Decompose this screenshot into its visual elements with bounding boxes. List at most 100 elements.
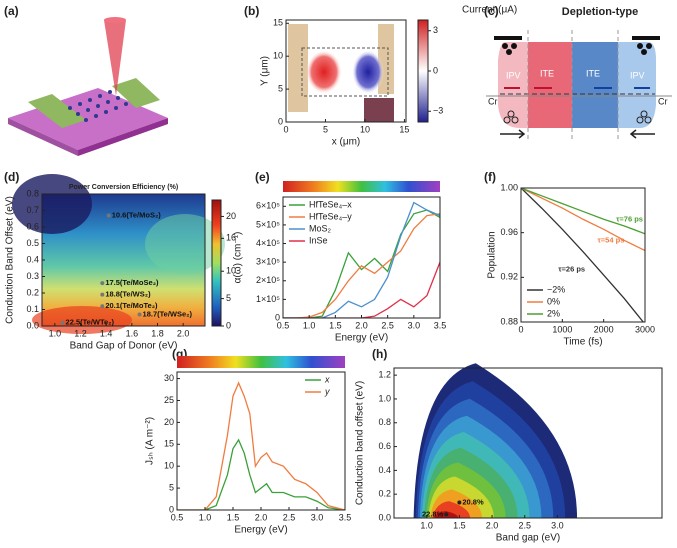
- x-axis-label: Band Gap of Donor (eV): [70, 341, 178, 352]
- legend-label: HfTeSe₄–y: [309, 211, 352, 221]
- series-line: [521, 188, 645, 252]
- y-tick-label: 0: [278, 116, 283, 126]
- x-axis-label: Time (fs): [563, 337, 602, 348]
- current-blob: [306, 50, 342, 94]
- series-line: [177, 381, 345, 510]
- annotation-point: [457, 500, 462, 505]
- y-tick-label: 0.4: [26, 254, 39, 264]
- heatmap-region: [32, 306, 132, 334]
- electrode-label: Cr: [488, 96, 498, 106]
- y-tick-label: 10: [273, 51, 283, 61]
- panel: (f) 0 1000 2000 3000 0.88 0.92 0.96 1.00 Time (fs…: [484, 170, 655, 347]
- y-tick-label: 10: [164, 461, 174, 471]
- colorbar-tick-label: 0: [226, 320, 231, 330]
- panel-label: (b): [244, 4, 259, 18]
- atoms: [68, 90, 128, 122]
- band-diagram: (c) Depletion-type Cr Cr IPV ITE ITE IPV: [484, 4, 672, 140]
- contacts: [494, 36, 660, 55]
- inset-image: [364, 98, 394, 122]
- y-tick-label: 1.0: [378, 393, 391, 403]
- current-blob: [352, 50, 384, 94]
- y-tick-label: 0.7: [26, 205, 39, 215]
- electrode: [112, 78, 160, 108]
- legend-label: −2%: [547, 284, 565, 294]
- scan-area: [301, 47, 389, 97]
- y-tick-label: 0.3: [26, 271, 39, 281]
- panel: (g)0.5 1.0 1.5 2.0 2.5 3.0 3.5051015202530Ener…: [145, 347, 352, 535]
- electrode-label: Cr: [658, 96, 668, 106]
- y-tick-label: 4×10⁵: [256, 238, 280, 248]
- plot-frame: [393, 367, 663, 519]
- y-axis-label: Population: [487, 231, 498, 278]
- colorbar: [417, 19, 429, 123]
- colorbar-tick-label: 20: [226, 211, 236, 221]
- panel: (h) 1.0 1.5 2.0 2.5 3.0 0.0 0.2 0.4 0.6 0.8 1.0 1.2 B…: [355, 347, 663, 544]
- substrate: [8, 88, 168, 150]
- y-tick-label: 0.88: [500, 316, 518, 326]
- y-axis-label: Conduction Band Offset (eV): [5, 196, 16, 324]
- y-tick-label: 5×10⁵: [256, 219, 280, 229]
- legend-label: x: [324, 374, 330, 384]
- annotation: 18.7(Te/WSe₂): [143, 309, 193, 318]
- y-tick-label: 0: [169, 504, 174, 514]
- y-tick-label: 2×10⁵: [256, 275, 280, 285]
- y-axis-label: Conduction band offset (eV): [355, 381, 366, 505]
- y-tick-label: 0.1: [26, 304, 39, 314]
- annotation-point: [137, 312, 142, 317]
- annotation-point: [106, 213, 111, 218]
- x-tick-label: 15: [399, 124, 409, 134]
- panel-label: (h): [372, 347, 387, 361]
- panel-label: (a): [4, 4, 19, 18]
- legend-label: MoS₂: [309, 223, 332, 233]
- x-tick-label: 1.4: [100, 328, 113, 338]
- colorbar-tick-label: 3: [433, 25, 438, 35]
- spectrum-bar: [283, 181, 440, 192]
- y-axis-label: Y (μm): [260, 56, 271, 86]
- annotation: 22.5(Te/WTe₂): [66, 318, 115, 327]
- annotation: τ=54 ps: [597, 235, 624, 244]
- substrate-side: [8, 118, 78, 156]
- x-tick-label: 2000: [594, 324, 614, 334]
- current-label: ITE: [586, 68, 600, 78]
- x-tick-label: 1.8: [151, 328, 164, 338]
- y-tick-label: 0.8: [26, 188, 39, 198]
- annotation: 10.6(Te/MoS₂): [112, 210, 162, 219]
- series-line: [283, 261, 440, 318]
- x-tick-label: 2.5: [518, 520, 531, 530]
- x-tick-label: 2.0: [255, 512, 268, 522]
- current-label: IPV: [506, 70, 521, 80]
- colorbar-tick-label: 0: [433, 65, 438, 75]
- y-tick-label: 0.6: [26, 221, 39, 231]
- x-tick-label: 3.0: [408, 320, 421, 330]
- y-tick-label: 3×10⁵: [256, 257, 280, 267]
- region-te-left: [528, 42, 572, 128]
- x-tick-label: 2.5: [381, 320, 394, 330]
- x-axis-label: Energy (eV): [234, 525, 287, 536]
- x-tick-label: 3.0: [311, 512, 324, 522]
- y-tick-label: 0.5: [26, 238, 39, 248]
- region-pv-right: [618, 42, 656, 128]
- electrode: [288, 24, 308, 112]
- x-tick-label: 1000: [552, 324, 572, 334]
- series-line: [283, 213, 440, 318]
- colorbar-tick-label: −3: [433, 106, 443, 116]
- y-tick-label: 0.92: [500, 272, 518, 282]
- x-axis-label: Energy (eV): [335, 333, 388, 344]
- heatmap-region: [12, 174, 92, 234]
- series-line: [521, 188, 645, 235]
- annotation-point: [100, 292, 105, 297]
- annotation-point: [100, 304, 105, 309]
- electrode: [28, 94, 86, 128]
- series-line: [283, 209, 440, 318]
- y-tick-label: 0: [275, 312, 280, 322]
- y-tick-label: 1×10⁵: [256, 294, 280, 304]
- y-axis-label: α(ω) (cm⁻¹): [233, 232, 244, 284]
- x-tick-label: 0: [518, 324, 523, 334]
- current-label: IPV: [630, 70, 645, 80]
- laser-cone: [104, 20, 126, 96]
- legend-label: InSe: [309, 235, 328, 245]
- panel: (b) 0 5 10 15 0 5 10 15 x (μm) Y (μm) 3 0 −3 Current (…: [244, 4, 517, 147]
- y-tick-label: 1.00: [500, 182, 518, 192]
